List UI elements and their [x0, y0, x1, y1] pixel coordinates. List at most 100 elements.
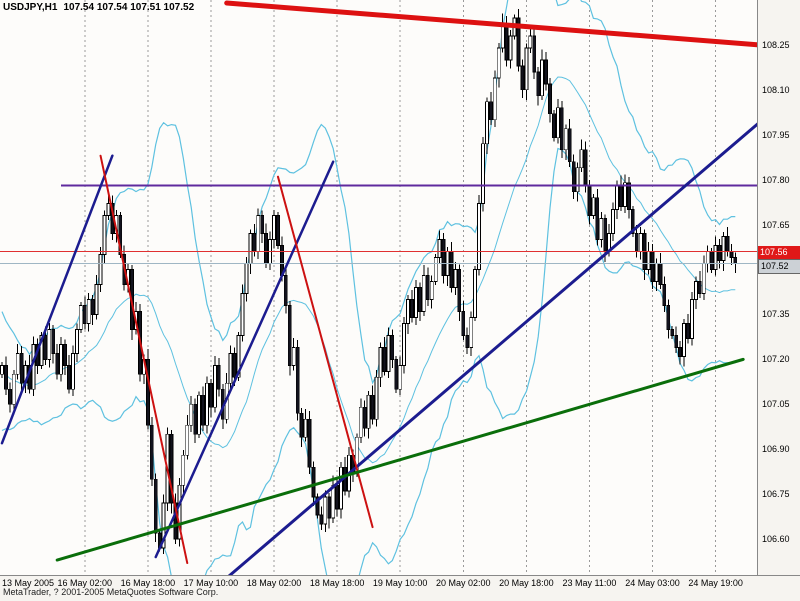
candle [201, 394, 205, 426]
candle [47, 329, 52, 360]
candle [362, 406, 367, 429]
price-axis[interactable]: 107.56 107.52 108.25 108.10 107.95 107.80 10… [757, 0, 800, 575]
candle [11, 373, 16, 405]
time-axis-label: 17 May 10:00 [183, 578, 239, 588]
time-axis-label: 16 May 02:00 [57, 578, 113, 588]
price-axis-label: 108.25 [762, 39, 790, 50]
candle [78, 305, 83, 330]
candle [153, 478, 158, 534]
candle [713, 245, 718, 270]
bollinger-lower-band [1, 147, 736, 575]
time-axis-label: 24 May 19:00 [688, 578, 743, 588]
candle [453, 269, 458, 288]
candle [477, 203, 481, 270]
candle [555, 107, 560, 139]
candle [39, 335, 44, 366]
candle [705, 251, 710, 264]
candle [86, 299, 91, 324]
candle [232, 352, 237, 378]
candle [461, 311, 466, 336]
time-axis-label: 18 May 18:00 [309, 578, 365, 588]
candle [729, 251, 734, 258]
candle [623, 182, 627, 208]
price-axis-label: 107.35 [762, 309, 790, 320]
candle [544, 59, 548, 85]
candle [630, 209, 635, 234]
candle [658, 263, 663, 285]
candle [216, 364, 221, 390]
candle [102, 215, 107, 255]
candle [311, 466, 316, 498]
candle [315, 496, 320, 516]
candle [291, 346, 296, 366]
copyright-text: MetaTrader, ? 2001-2005 MetaQuotes Softw… [3, 587, 219, 597]
price-axis-label: 107.05 [762, 399, 790, 410]
candle [603, 218, 608, 252]
candle [619, 185, 623, 208]
candle [500, 23, 505, 49]
candle [579, 149, 584, 169]
bollinger-upper-band [1, 0, 736, 385]
candle [733, 257, 738, 264]
candle [327, 496, 332, 519]
candle [272, 215, 276, 240]
candle [634, 233, 639, 252]
candle [295, 346, 300, 414]
time-axis-label: 23 May 11:00 [562, 578, 617, 588]
trendline-ascending-steep-1 [0, 154, 114, 445]
candle [63, 344, 67, 366]
candle [587, 185, 592, 217]
trendline-ascending-steep-2 [154, 160, 335, 559]
time-axis-label: 20 May 18:00 [499, 578, 554, 588]
candle [378, 346, 383, 378]
candle [678, 346, 683, 357]
bollinger-middle-band [1, 76, 736, 464]
price-axis-label: 107.80 [762, 174, 790, 185]
candle [571, 161, 576, 193]
candle [626, 182, 631, 211]
candle [299, 412, 304, 438]
candle [540, 59, 545, 97]
candle [725, 236, 730, 252]
candle [402, 323, 407, 366]
candle [240, 293, 245, 336]
candle [244, 263, 249, 294]
time-axis-label: 19 May 10:00 [372, 578, 428, 588]
price-axis-label: 108.10 [762, 84, 790, 95]
candle [71, 352, 75, 390]
candle [666, 305, 671, 330]
time-axis[interactable]: 13 May 2005 16 May 02:00 16 May 18:00 17 Ma… [0, 575, 800, 601]
trendline-support-green [55, 357, 745, 562]
candle [670, 329, 675, 336]
candle [319, 514, 324, 525]
chart-plot-area[interactable]: USDJPY,H1 107.54 107.54 107.51 107.52 [0, 0, 757, 575]
candle [417, 287, 422, 312]
candle [591, 197, 596, 217]
candle [599, 218, 604, 240]
candle [19, 352, 24, 384]
candle [563, 128, 568, 151]
chart-canvas [0, 0, 757, 575]
candle [386, 335, 391, 372]
candle [4, 364, 8, 390]
candle [559, 107, 564, 151]
candle [59, 344, 64, 375]
symbol-ohlc-label: USDJPY,H1 107.54 107.54 107.51 107.52 [3, 2, 194, 13]
time-axis-label: 20 May 02:00 [435, 578, 491, 588]
candle [303, 418, 308, 438]
candle [252, 233, 257, 252]
candle [528, 35, 533, 49]
candle [465, 335, 470, 348]
candle [15, 352, 20, 375]
candle [193, 403, 198, 435]
trendline-descending-red-2 [276, 175, 374, 529]
candle [283, 275, 288, 306]
candle [106, 203, 111, 217]
candle [492, 77, 497, 121]
trendline-upper-resistance [224, 0, 757, 48]
trendline-ascending-major [227, 122, 757, 575]
candle [721, 236, 726, 261]
candle [118, 215, 123, 255]
candle [51, 329, 56, 354]
